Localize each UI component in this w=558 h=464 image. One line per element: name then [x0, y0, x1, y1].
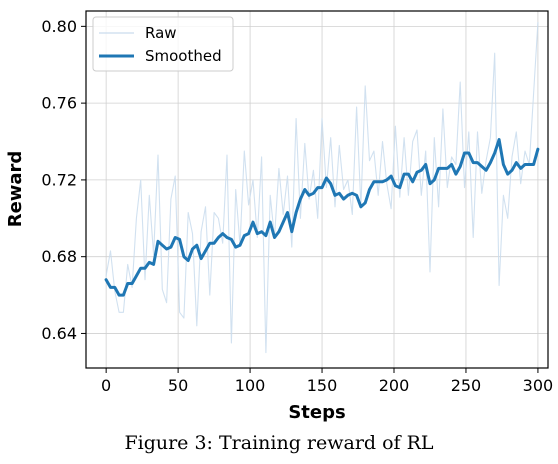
y-tick-label: 0.76 [41, 94, 77, 113]
y-tick-label: 0.64 [41, 324, 77, 343]
series-line-smoothed [104, 138, 540, 297]
x-tick-label: 50 [168, 376, 188, 395]
y-axis-label: Reward [5, 151, 26, 228]
series-layer [104, 21, 540, 354]
grid [86, 11, 548, 368]
y-tick-label: 0.80 [41, 17, 77, 36]
x-tick-label: 150 [307, 376, 338, 395]
x-tick-label: 200 [379, 376, 410, 395]
x-tick-label: 0 [101, 376, 111, 395]
series-line-raw [105, 21, 539, 354]
legend: Raw Smoothed [92, 16, 234, 72]
legend-label-smoothed: Smoothed [145, 47, 222, 65]
x-tick-label: 250 [451, 376, 482, 395]
legend-label-raw: Raw [145, 24, 177, 42]
x-tick-label: 100 [235, 376, 266, 395]
y-tick-label: 0.68 [41, 247, 77, 266]
ticks: 0.64 0.68 0.72 0.76 0.80 0 50 100 150 200 250 300 [41, 17, 553, 395]
figure-caption: Figure 3: Training reward of RL [124, 432, 434, 454]
x-tick-label: 300 [523, 376, 554, 395]
y-tick-label: 0.72 [41, 170, 77, 189]
plot-frame [85, 10, 549, 369]
x-axis-label: Steps [288, 402, 345, 423]
